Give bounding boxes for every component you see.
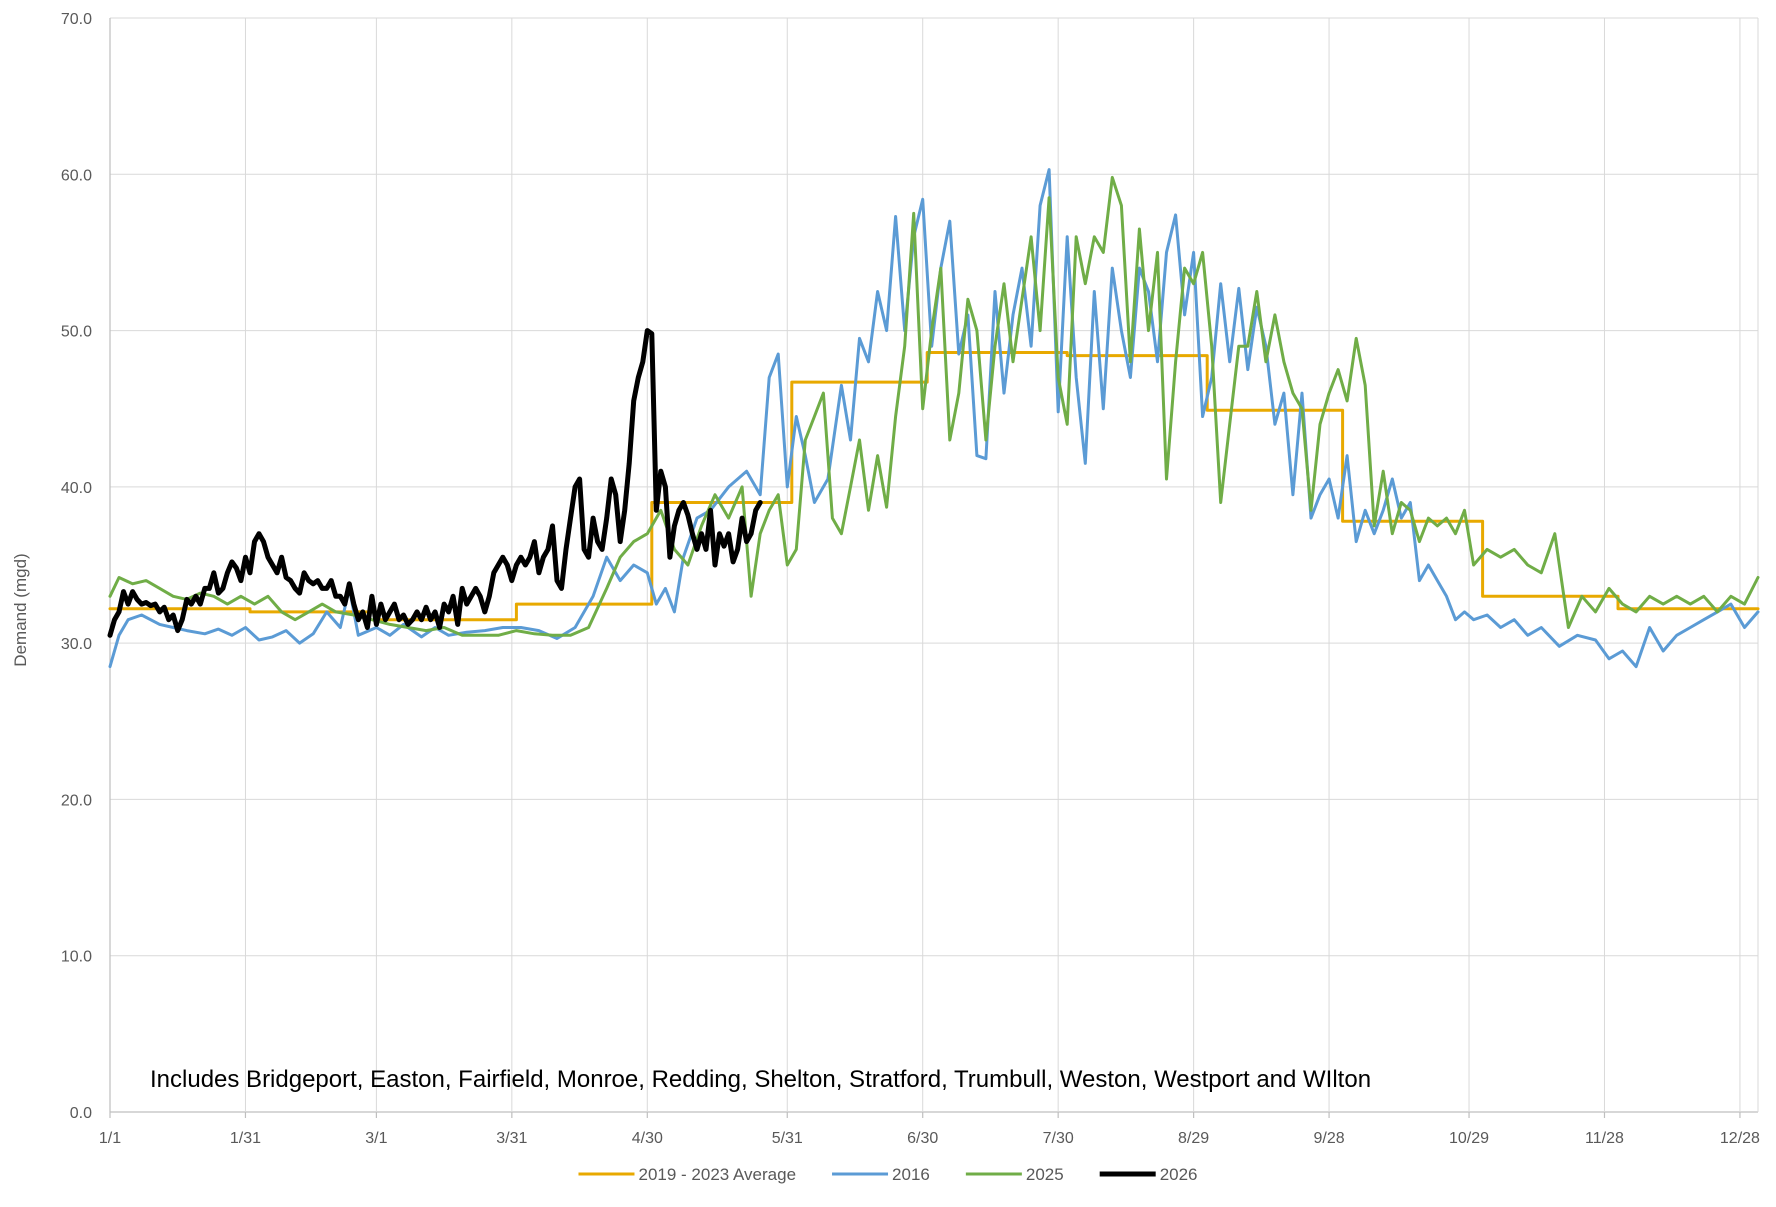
y-tick-label-7: 70.0: [61, 11, 92, 28]
x-tick-label-6: 6/30: [907, 1130, 938, 1147]
series-line-1: [108, 168, 1760, 669]
legend-label-3: 2026: [1160, 1165, 1198, 1184]
series-lines: [107, 168, 1760, 669]
series-line-3: [107, 328, 763, 638]
y-tick-label-5: 50.0: [61, 324, 92, 341]
x-tick-label-3: 3/31: [496, 1130, 527, 1147]
y-axis-label: Demand (mgd): [11, 553, 30, 666]
x-tick-label-7: 7/30: [1043, 1130, 1074, 1147]
y-tick-labels: 0.0 10.0 20.0 30.0 40.0 50.0 60.0 70.0: [61, 11, 92, 1122]
gridlines: [109, 17, 1759, 1118]
chart-annotation: Includes Bridgeport, Easton, Fairfield, …: [150, 1066, 1371, 1093]
x-tick-label-8: 8/29: [1178, 1130, 1209, 1147]
x-tick-label-0: 1/1: [99, 1130, 121, 1147]
y-tick-label-6: 60.0: [61, 167, 92, 184]
legend-label-2: 2025: [1026, 1165, 1064, 1184]
legend-label-0: 2019 - 2023 Average: [638, 1165, 796, 1184]
series-line-2: [108, 175, 1760, 637]
y-tick-label-3: 30.0: [61, 636, 92, 653]
x-tick-label-10: 10/29: [1449, 1130, 1489, 1147]
y-tick-label-0: 0.0: [70, 1105, 92, 1122]
legend-label-1: 2016: [892, 1165, 930, 1184]
y-tick-label-4: 40.0: [61, 480, 92, 497]
x-tick-labels: 1/1 1/31 3/1 3/31 4/30 5/31 6/30 7/30 8/29 9/28 10…: [99, 1130, 1760, 1147]
series-line-0: [108, 351, 1760, 622]
x-tick-label-11: 11/28: [1585, 1130, 1624, 1147]
y-tick-label-2: 20.0: [61, 792, 92, 809]
legend: 2019 - 2023 Average 2016 2025 2026: [578, 1165, 1198, 1184]
x-tick-label-12: 12/28: [1720, 1130, 1760, 1147]
y-tick-label-1: 10.0: [61, 949, 92, 966]
x-tick-label-4: 4/30: [632, 1130, 663, 1147]
x-tick-label-5: 5/31: [772, 1130, 803, 1147]
x-tick-label-2: 3/1: [365, 1130, 387, 1147]
x-tick-label-1: 1/31: [230, 1130, 261, 1147]
x-tick-label-9: 9/28: [1313, 1130, 1344, 1147]
